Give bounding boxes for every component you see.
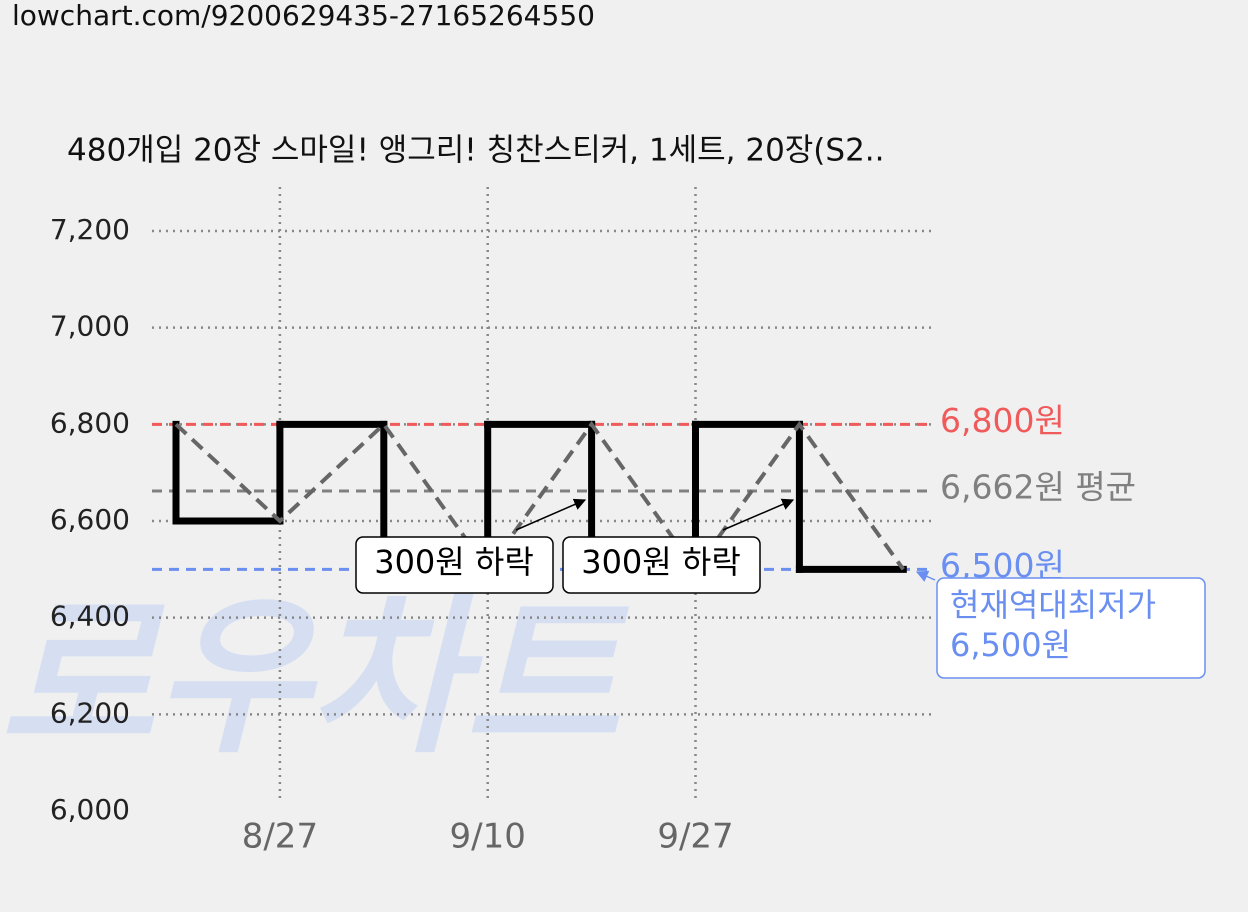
callout-arrow (915, 570, 936, 582)
y-tick-label: 6,800 (50, 406, 130, 439)
callout-text: 6,500원 (950, 626, 1071, 664)
x-tick-label: 9/27 (657, 817, 733, 857)
trend-line (174, 420, 905, 573)
annotation-arrow (722, 498, 795, 531)
y-tick-label: 6,600 (50, 503, 130, 536)
y-tick-label: 7,000 (50, 310, 130, 343)
annotation-arrow (515, 498, 587, 531)
chart-title: 480개입 20장 스마일! 앵그리! 칭찬스티커, 1세트, 20장(S2.. (67, 133, 885, 169)
x-tick-label: 8/27 (242, 817, 318, 857)
url: lowchart.com/9200629435-27165264550 (12, 0, 595, 32)
x-tick-label: 9/10 (450, 817, 526, 857)
reference-label: 6,662원 평균 (940, 468, 1136, 507)
annotation-text: 300원 하락 (581, 543, 741, 581)
y-tick-label: 6,400 (50, 600, 130, 633)
annotation-box (355, 536, 554, 594)
y-tick-label: 6,200 (50, 696, 130, 729)
watermark: 로우차트 (0, 579, 630, 777)
callout-box (936, 577, 1206, 679)
annotation-text: 300원 하락 (374, 543, 534, 581)
y-tick-label: 7,200 (50, 213, 130, 246)
reference-label: 6,800원 (940, 401, 1065, 440)
annotation-box (562, 536, 761, 594)
y-tick-label: 6,000 (50, 793, 130, 826)
callout-text: 현재역대최저가 (950, 586, 1156, 624)
